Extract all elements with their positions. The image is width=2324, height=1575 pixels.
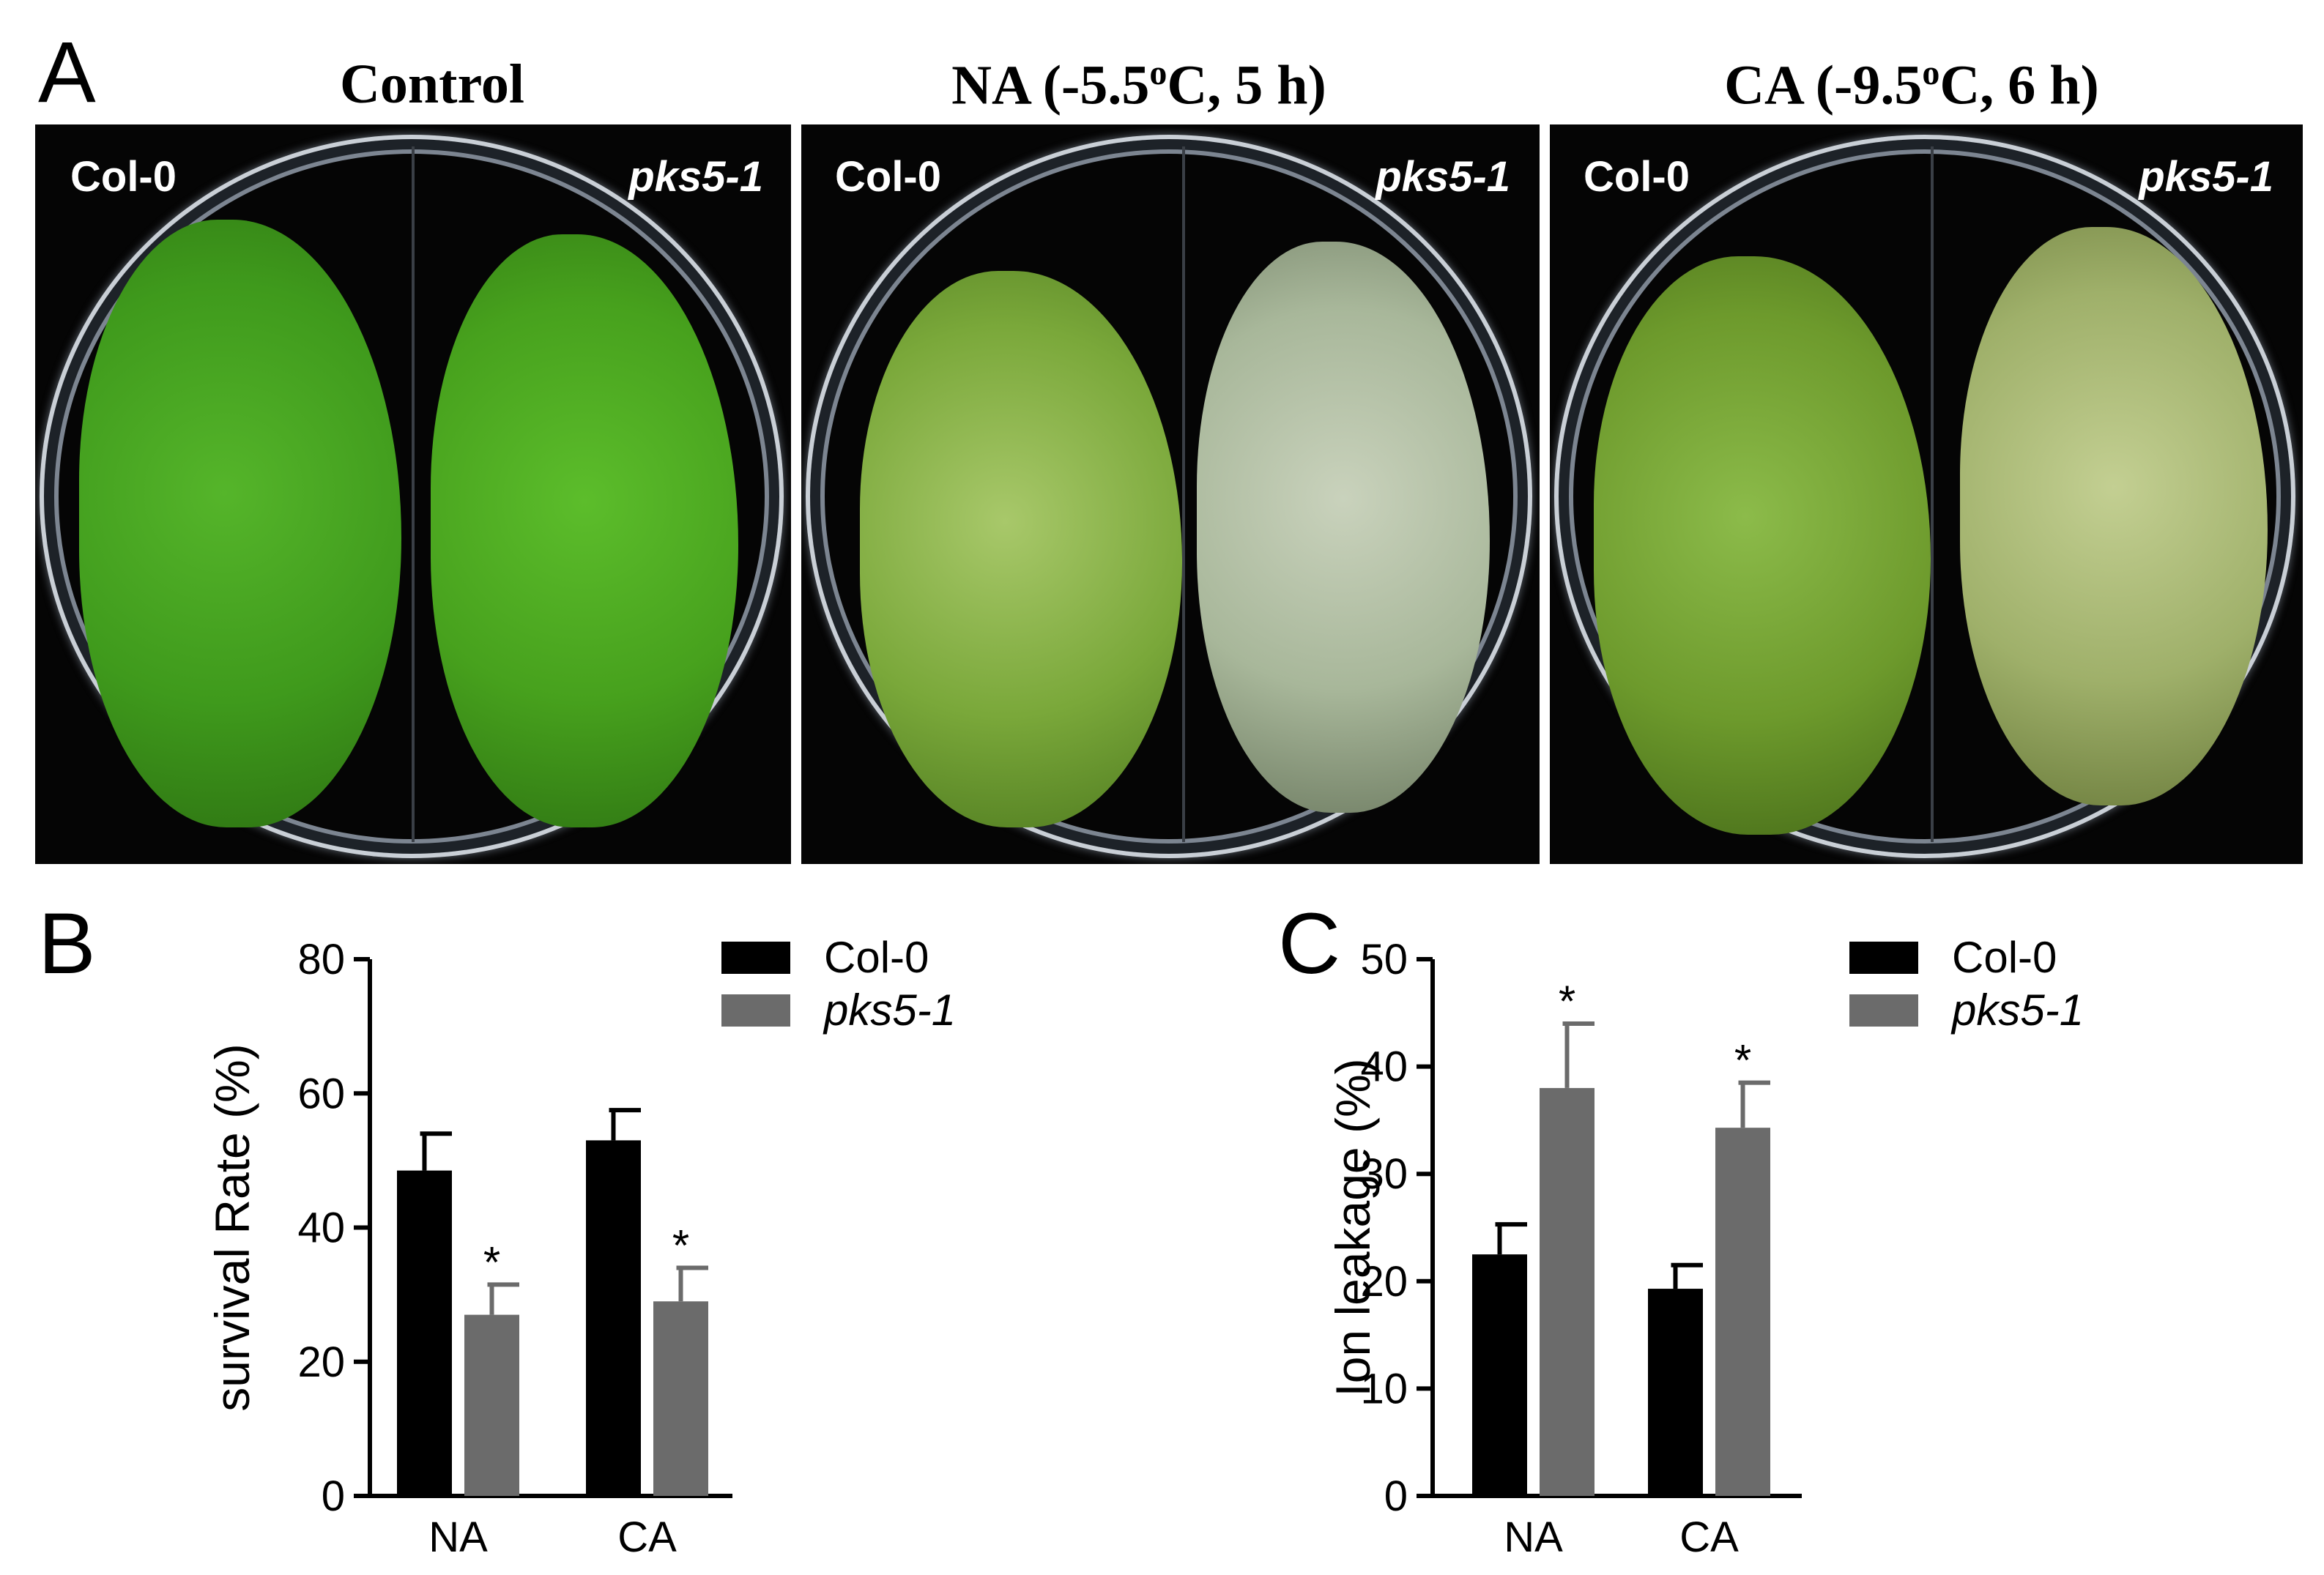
y-tick-label: 40 <box>1360 1043 1408 1091</box>
bar-Col-0-NA <box>397 1170 452 1496</box>
y-axis-label: survival Rate (%) <box>205 1043 259 1411</box>
photo-title-na-sup: o <box>1149 53 1167 92</box>
plate-divider <box>412 146 415 842</box>
col-0-plants <box>1594 256 1931 835</box>
bar-Col-0-CA <box>1648 1289 1703 1496</box>
bar-Col-0-CA <box>586 1140 641 1496</box>
photo-title-ca-sup: o <box>1922 53 1940 92</box>
x-tick-label: NA <box>428 1513 488 1561</box>
photo-title-na-post: C, 5 h) <box>1167 54 1326 116</box>
bar-pks5-1-NA <box>1540 1087 1594 1496</box>
x-tick-label: CA <box>617 1513 677 1561</box>
x-tick-label: NA <box>1504 1513 1563 1561</box>
plate-photo-ca: Col-0 pks5-1 <box>1550 124 2303 864</box>
panel-b-letter: B <box>38 896 96 992</box>
photo-title-ca-pre: CA (-9.5 <box>1724 54 1923 116</box>
pks5-1-plants <box>1197 242 1490 813</box>
photo-title-ca: CA (-9.5oC, 6 h) <box>1575 53 2249 117</box>
panel-a-letter: A <box>38 24 96 121</box>
significance-marker: * <box>483 1237 500 1287</box>
y-axis-label: Ion leakage (%) <box>1326 1058 1380 1396</box>
y-tick-label: 0 <box>1384 1472 1408 1520</box>
y-tick-label: 80 <box>297 936 345 983</box>
petri-dish <box>1554 135 2295 858</box>
legend-swatch-pks5-1 <box>721 994 790 1027</box>
bar-pks5-1-NA <box>464 1314 519 1496</box>
bar-Col-0-NA <box>1472 1254 1527 1496</box>
pks5-1-label: pks5-1 <box>628 153 763 201</box>
y-tick-label: 20 <box>1360 1258 1408 1306</box>
significance-marker: * <box>1559 977 1575 1026</box>
photo-title-na: NA (-5.5oC, 5 h) <box>798 53 1480 117</box>
photo-title-ca-post: C, 6 h) <box>1939 54 2099 116</box>
photo-title-control-text: Control <box>340 53 524 115</box>
x-tick-label: CA <box>1679 1513 1739 1561</box>
y-tick-label: 50 <box>1360 936 1408 983</box>
legend-swatch-Col-0 <box>721 942 790 974</box>
plate-divider <box>1931 146 1934 842</box>
legend-label-pks5-1: pks5-1 <box>1950 986 2084 1035</box>
y-tick-label: 0 <box>322 1472 345 1520</box>
photo-title-control: Control <box>205 53 659 116</box>
petri-dish <box>806 135 1532 858</box>
plate-photo-na: Col-0 pks5-1 <box>801 124 1540 864</box>
pks5-1-plants <box>1960 227 2268 805</box>
pks5-1-label: pks5-1 <box>2139 153 2273 201</box>
legend-swatch-Col-0 <box>1849 942 1918 974</box>
plate-photo-control: Col-0 pks5-1 <box>35 124 791 864</box>
y-tick-label: 10 <box>1360 1365 1408 1412</box>
y-tick-label: 60 <box>297 1070 345 1117</box>
col-0-plants <box>79 220 401 827</box>
petri-dish <box>40 135 784 858</box>
col-0-label: Col-0 <box>835 153 941 201</box>
col-0-plants <box>860 271 1182 827</box>
panel-c-letter: C <box>1278 896 1341 992</box>
legend-label-pks5-1: pks5-1 <box>823 986 956 1035</box>
col-0-label: Col-0 <box>70 153 177 201</box>
significance-marker: * <box>1734 1036 1751 1085</box>
ion-leakage-chart: 0 10 20 30 40 50 Ion leakage (%) * NA * CA Col-0pks… <box>1326 933 2084 1561</box>
legend-label-Col-0: Col-0 <box>1952 933 2057 982</box>
y-tick-label: 40 <box>297 1204 345 1252</box>
pks5-1-plants <box>431 234 738 827</box>
bar-pks5-1-CA <box>653 1301 708 1496</box>
pks5-1-label: pks5-1 <box>1376 153 1510 201</box>
bar-pks5-1-CA <box>1715 1128 1770 1496</box>
legend-swatch-pks5-1 <box>1849 994 1918 1027</box>
survival-rate-chart: 0 20 40 60 80 survival Rate (%) * NA * CA Col-0pks… <box>205 933 956 1561</box>
col-0-label: Col-0 <box>1584 153 1690 201</box>
legend-label-Col-0: Col-0 <box>824 933 929 982</box>
significance-marker: * <box>672 1221 689 1270</box>
y-tick-label: 30 <box>1360 1150 1408 1198</box>
plate-divider <box>1182 146 1185 842</box>
y-tick-label: 20 <box>297 1338 345 1386</box>
photo-title-na-pre: NA (-5.5 <box>951 54 1150 116</box>
